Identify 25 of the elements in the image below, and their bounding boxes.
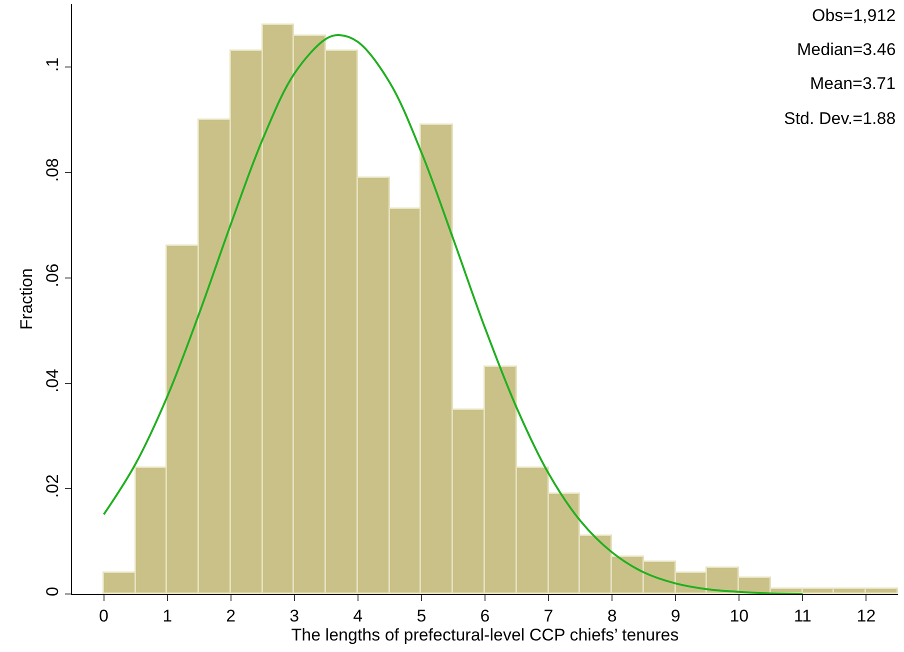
- y-tick-label: .06: [43, 264, 62, 288]
- x-tick-label: 12: [856, 606, 876, 626]
- x-tick-label: 5: [416, 606, 426, 626]
- y-tick-label: 0: [43, 586, 62, 596]
- x-tick-label: 9: [670, 606, 680, 626]
- x-tick-label: 3: [290, 606, 300, 626]
- y-tick-label: .02: [43, 474, 62, 498]
- x-tick-label: 6: [480, 606, 490, 626]
- annotation: Obs=1,912: [812, 6, 896, 25]
- x-tick-label: 1: [162, 606, 172, 626]
- annotation: Std. Dev.=1.88: [784, 109, 896, 128]
- x-tick-label: 10: [730, 606, 749, 626]
- x-tick-label: 7: [544, 606, 554, 626]
- x-axis-title: The lengths of prefectural-level CCP chiefs’ tenures: [291, 625, 679, 644]
- y-tick-label: .1: [43, 58, 62, 72]
- x-tick-label: 0: [99, 606, 109, 626]
- y-tick-label: .04: [43, 368, 62, 393]
- x-tick-label: 2: [226, 606, 236, 626]
- annotation: Mean=3.71: [810, 74, 896, 93]
- y-axis-title: Fraction: [16, 268, 36, 330]
- x-tick-label: 4: [353, 606, 363, 626]
- x-tick-label: 11: [794, 606, 812, 626]
- y-tick-label: .08: [43, 158, 62, 182]
- annotation: Median=3.46: [797, 40, 896, 59]
- x-tick-label: 8: [607, 606, 617, 626]
